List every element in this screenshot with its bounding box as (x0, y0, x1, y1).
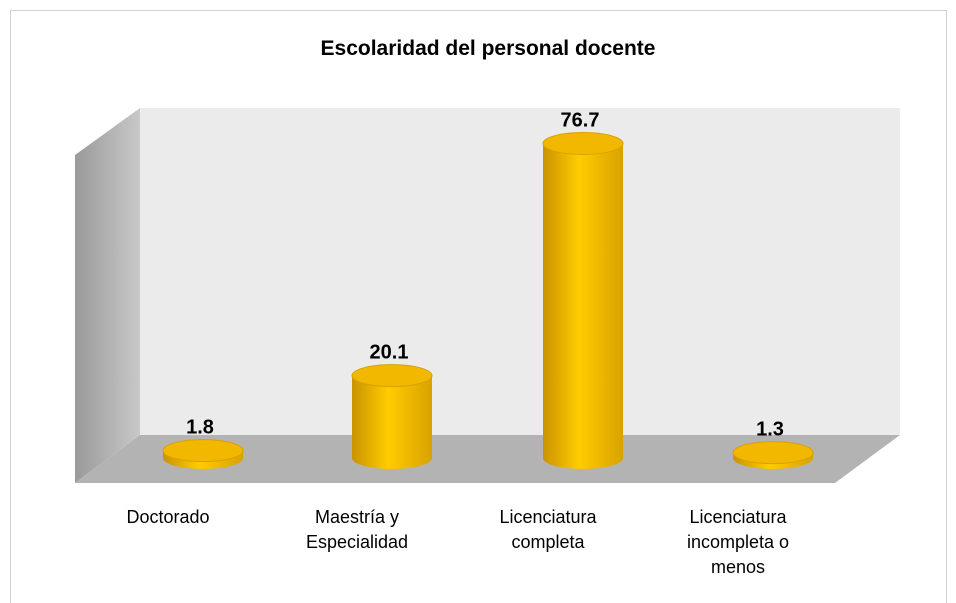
bar-top (542, 132, 624, 156)
x-tick-label: Maestría y Especialidad (305, 507, 409, 552)
side-wall (75, 108, 140, 483)
bar-body (543, 143, 623, 469)
back-wall (140, 108, 900, 435)
bar (162, 439, 244, 469)
bar-top (162, 439, 244, 463)
x-tick-label: Doctorado (126, 507, 210, 527)
x-tick-label: Licenciatura incompleta o menos (686, 507, 790, 577)
value-label: 1.8 (186, 417, 214, 439)
chart-title: Escolaridad del personal docente (321, 37, 656, 60)
value-label: 1.3 (756, 419, 784, 441)
x-tick-label: Licenciatura completa (499, 507, 597, 552)
bar (732, 441, 814, 469)
bar (542, 132, 624, 469)
floor (75, 435, 900, 483)
bar (351, 364, 433, 469)
value-label: 20.1 (370, 342, 409, 364)
bar-top (732, 441, 814, 465)
value-label: 76.7 (561, 110, 600, 132)
bar-body (352, 375, 432, 469)
bar-top (351, 364, 433, 388)
